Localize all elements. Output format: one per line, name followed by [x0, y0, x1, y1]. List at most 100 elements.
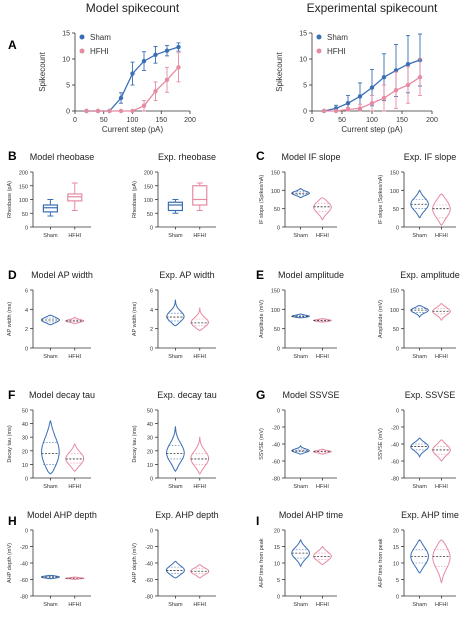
y-tick-label: -20: [20, 545, 28, 551]
violin-sham: [41, 420, 60, 475]
legend-marker: [79, 48, 85, 54]
legend-marker: [316, 48, 322, 54]
violin-sham: [40, 574, 61, 580]
data-point: [381, 75, 387, 80]
x-tick-label: 150: [396, 117, 408, 124]
y-tick-label: -40: [145, 562, 153, 568]
box-body: [167, 201, 183, 212]
y-tick-label: 50: [147, 409, 153, 415]
y-tick-label: 0: [396, 595, 399, 601]
chart-title: Model rheobase: [30, 152, 95, 162]
y-tick-label: 5: [66, 83, 70, 90]
y-tick-label: 50: [393, 327, 399, 333]
box-sham: [42, 199, 59, 217]
box-body: [67, 193, 83, 202]
x-tick-label: Sham: [43, 484, 58, 490]
y-tick-label: -60: [391, 460, 399, 466]
violin-outline: [410, 189, 429, 219]
violin-outline: [312, 318, 332, 323]
x-axis-label: Current step (pA): [341, 125, 403, 134]
x-tick-label: HFHI: [316, 233, 329, 239]
chart-title: Model decay tau: [29, 390, 95, 400]
y-tick-label: 100: [271, 308, 280, 314]
panel-exp-ssvse: Exp. SSVSE -80 -60 -40 -20 0 SSVSE (mV) Sham HFH…: [378, 390, 456, 490]
panel-model-ssvse: G Model SSVSE -80 -60 -40 -20 0 SSVSE (mV) Sham H…: [256, 388, 340, 490]
legend-label: Sham: [327, 33, 348, 42]
y-tick-label: 150: [144, 184, 153, 190]
panel-letter: G: [256, 388, 265, 402]
y-tick-label: -80: [391, 477, 399, 483]
y-tick-label: 2: [25, 327, 28, 333]
y-tick-label: 10: [22, 463, 28, 469]
data-point: [153, 89, 158, 94]
legend-label: HFHI: [90, 47, 109, 56]
violin-outline: [165, 560, 185, 579]
chart-title: Model amplitude: [278, 270, 344, 280]
panel-model-decay-tau: F Model decay tau 0 10 20 30 40 50 Decay tau (ms…: [7, 388, 95, 490]
y-tick-label: -20: [145, 545, 153, 551]
y-tick-label: 50: [22, 212, 28, 218]
y-tick-label: 5: [303, 83, 307, 90]
x-tick-label: Sham: [293, 354, 308, 360]
y-axis-label: AHP time from peak: [378, 538, 384, 587]
violin-hfhi: [432, 439, 451, 462]
data-point: [141, 103, 147, 109]
box-body: [42, 204, 59, 213]
y-axis-label: SSVSE (mV): [259, 428, 265, 460]
violin-hfhi: [313, 197, 332, 221]
violin-hfhi: [190, 307, 209, 332]
y-tick-label: 0: [150, 477, 153, 483]
y-tick-label: 6: [150, 289, 153, 295]
panel-exp-spikecount: Experimental spikecount 0 5 10 15 Spikecount 0…: [275, 1, 438, 134]
y-axis-label: AHP depth (mV): [7, 543, 13, 583]
y-tick-label: 0: [150, 226, 153, 232]
violin-sham: [410, 437, 429, 458]
data-point: [153, 52, 158, 58]
x-tick-label: HFHI: [68, 602, 81, 608]
x-tick-label: HFHI: [435, 484, 448, 490]
y-tick-label: -60: [145, 578, 153, 584]
x-tick-label: Sham: [168, 602, 183, 608]
y-tick-label: 0: [66, 109, 70, 116]
y-tick-label: 200: [144, 171, 153, 177]
data-point: [345, 107, 351, 112]
panel-letter: F: [8, 388, 15, 402]
y-axis-label: AHP time from peak: [259, 538, 265, 587]
x-tick-label: 0: [310, 117, 314, 124]
data-point: [130, 108, 135, 114]
violin-hfhi: [190, 436, 210, 475]
panel-exp-ahp-time: Exp. AHP time 0 5 10 15 20 AHP time from peak S…: [378, 510, 459, 608]
violin-hfhi: [312, 318, 332, 323]
data-point: [357, 94, 363, 99]
x-tick-label: HFHI: [193, 233, 206, 239]
x-tick-label: 50: [100, 117, 108, 124]
violin-outline: [190, 436, 210, 475]
x-tick-label: Sham: [168, 484, 183, 490]
y-tick-label: 0: [25, 347, 28, 353]
x-tick-label: HFHI: [193, 602, 206, 608]
data-point: [107, 108, 112, 114]
x-tick-label: 200: [184, 117, 196, 124]
chart-title: Model AP width: [31, 270, 93, 280]
violin-outline: [410, 437, 429, 458]
data-point: [405, 82, 411, 88]
y-tick-label: 0: [277, 347, 280, 353]
chart-title: Exp. decay tau: [157, 390, 217, 400]
panel-exp-ahp-depth: Exp. AHP depth -80 -60 -40 -20 0 AHP depth (mV…: [132, 510, 219, 608]
violin-sham: [291, 187, 310, 199]
y-axis-label: Decay tau (ms): [132, 425, 138, 462]
y-tick-label: 10: [299, 57, 307, 64]
y-tick-label: 10: [147, 463, 153, 469]
violin-outline: [40, 574, 61, 580]
panel-model-ahp-time: I Model AHP time 0 5 10 15 20 AHP time from pea…: [256, 510, 343, 608]
y-tick-label: 0: [150, 347, 153, 353]
panel-model-amplitude: E Model amplitude 0 50 100 150 Amplitude (mV) S…: [256, 268, 344, 360]
panel-letter: E: [256, 268, 264, 282]
violin-hfhi: [432, 193, 451, 226]
violin-sham: [410, 189, 429, 219]
box-hfhi: [67, 182, 83, 211]
y-tick-label: -40: [272, 443, 280, 449]
y-axis-label: AP width (ms): [132, 302, 138, 336]
panel-exp-rheobase: Exp. rheobase 0 50 100 150 200 Rheobase (pA) Sh…: [132, 152, 216, 239]
